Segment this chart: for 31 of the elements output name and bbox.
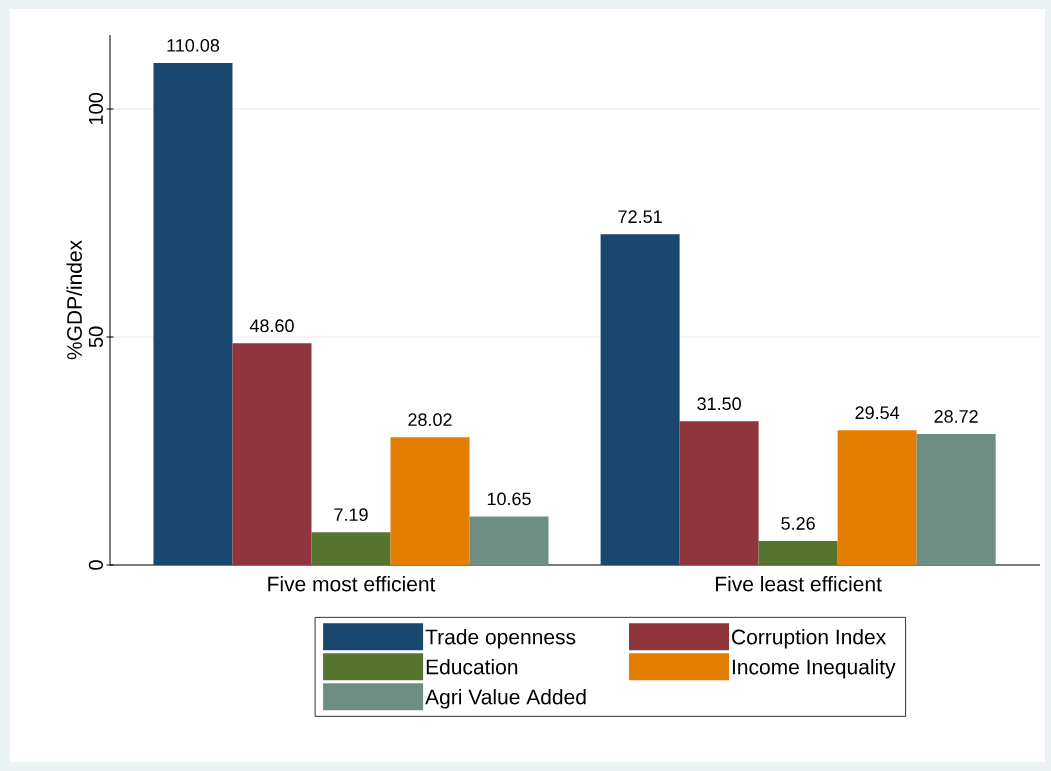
bar (758, 541, 838, 565)
bar (469, 516, 549, 565)
bar (916, 434, 996, 565)
data-label: 28.02 (408, 413, 452, 426)
legend-label: Income Inequality (732, 658, 896, 679)
y-tick-label: 100 (88, 92, 103, 125)
y-tick-label: 50 (88, 326, 103, 348)
data-label: 5.26 (781, 517, 815, 530)
legend-label: Corruption Index (732, 628, 886, 649)
bar (600, 234, 680, 565)
data-label: 31.50 (697, 397, 741, 411)
legend-label: Trade openness (425, 628, 576, 649)
bar (679, 421, 759, 565)
legend-label: Education (426, 658, 518, 675)
y-tick-label: 0 (88, 560, 103, 570)
data-label: 28.72 (934, 410, 978, 423)
bar (232, 343, 312, 565)
data-label: 110.08 (167, 38, 220, 52)
data-label: 10.65 (487, 492, 531, 506)
legend-label: Agri Value Added (425, 688, 586, 709)
bar (390, 437, 470, 565)
bar (311, 532, 391, 565)
data-label: 72.51 (618, 210, 662, 224)
data-label: 29.54 (855, 406, 900, 420)
bar (153, 62, 233, 565)
x-tick-label: Five most efficient (268, 576, 436, 592)
y-axis-title: %GDP/index (66, 240, 82, 360)
bar (837, 430, 917, 565)
x-tick-label: Five least efficient (716, 576, 882, 592)
data-label: 48.60 (249, 319, 294, 333)
data-label: 7.19 (334, 508, 368, 521)
